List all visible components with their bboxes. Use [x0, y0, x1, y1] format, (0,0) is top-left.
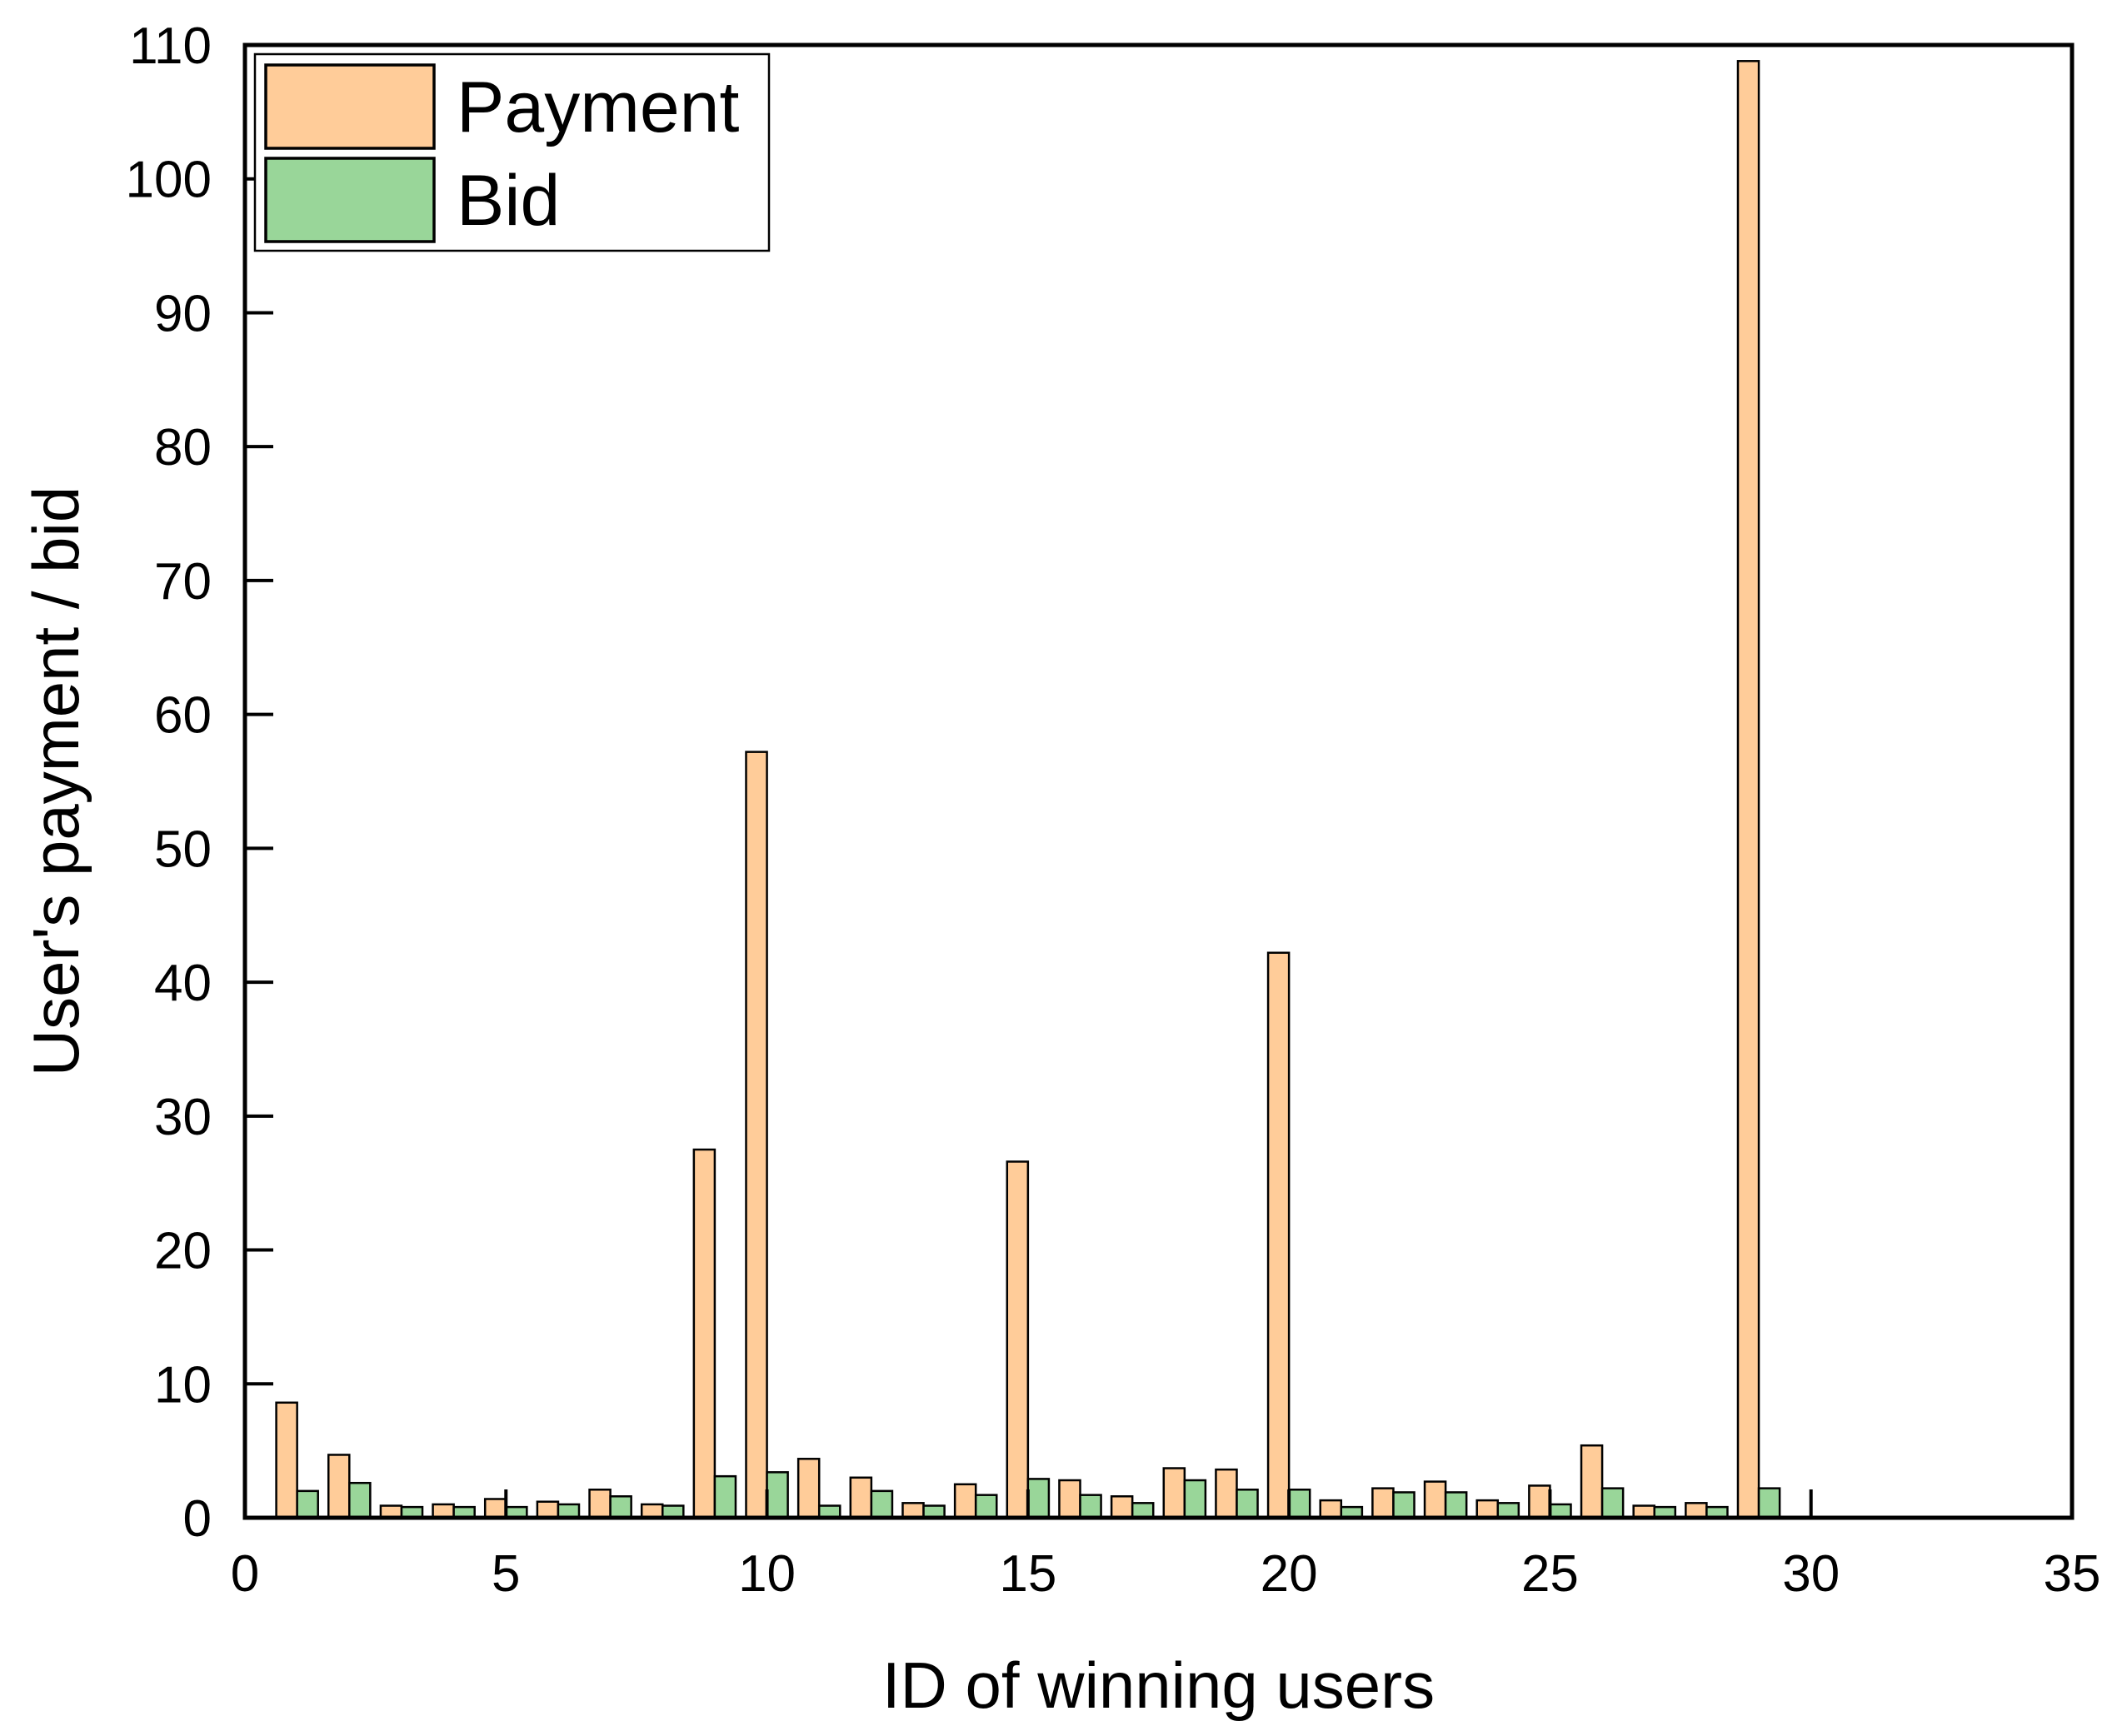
- bar-payment-10: [745, 751, 768, 1519]
- bar-payment-24: [1475, 1499, 1500, 1519]
- bar-payment-14: [953, 1483, 977, 1519]
- bar-bid-10: [766, 1471, 789, 1519]
- y-tick-label-20: 20: [154, 1223, 212, 1280]
- bar-payment-26: [1580, 1444, 1604, 1519]
- bar-payment-6: [536, 1500, 560, 1519]
- legend-label-bid: Bid: [457, 161, 560, 241]
- bar-payment-28: [1685, 1502, 1708, 1519]
- x-tick-label-30: 30: [1782, 1545, 1840, 1603]
- bar-payment-23: [1423, 1480, 1447, 1519]
- bar-payment-22: [1371, 1487, 1395, 1519]
- y-tick-label-70: 70: [154, 553, 212, 611]
- x-tick-label-25: 25: [1521, 1545, 1579, 1603]
- legend-label-payment: Payment: [457, 67, 739, 147]
- x-tick-label-0: 0: [231, 1545, 259, 1603]
- y-axis: 0 10 20 30 40 50 60 70 80 90 100 110: [126, 17, 273, 1548]
- x-tick-label-35: 35: [2044, 1545, 2101, 1603]
- x-tick-label-5: 5: [492, 1545, 520, 1603]
- y-tick-label-40: 40: [154, 955, 212, 1012]
- legend-swatch-bid: [264, 157, 436, 243]
- bar-bid-16: [1079, 1494, 1102, 1519]
- bar-payment-1: [275, 1401, 298, 1519]
- bar-bid-9: [713, 1474, 737, 1519]
- bar-payment-7: [588, 1489, 612, 1519]
- bar-payment-20: [1266, 951, 1291, 1519]
- bar-payment-11: [796, 1458, 821, 1519]
- bar-payment-17: [1110, 1495, 1134, 1519]
- bar-payment-5: [483, 1498, 507, 1519]
- x-axis: 0 5 10 15 20 25 30 35: [231, 1489, 2101, 1603]
- x-tick-label-10: 10: [738, 1545, 796, 1603]
- bar-bid-12: [870, 1489, 894, 1519]
- bar-bid-7: [609, 1495, 632, 1519]
- bar-bid-2: [348, 1481, 372, 1519]
- bar-bid-23: [1444, 1491, 1468, 1519]
- bar-bid-17: [1131, 1502, 1155, 1519]
- bar-payment-29: [1736, 60, 1760, 1519]
- y-tick-label-0: 0: [183, 1490, 212, 1548]
- y-axis-label: User's payment / bid: [19, 486, 92, 1077]
- x-tick-label-20: 20: [1261, 1545, 1318, 1603]
- bar-bid-19: [1236, 1489, 1259, 1519]
- bar-payment-13: [901, 1502, 925, 1519]
- plot-frame: [242, 42, 2075, 1520]
- bar-bid-14: [974, 1494, 998, 1519]
- bar-payment-15: [1006, 1160, 1030, 1519]
- y-tick-label-110: 110: [129, 17, 212, 75]
- bar-bid-15: [1026, 1478, 1051, 1519]
- y-tick-label-90: 90: [154, 285, 212, 342]
- legend: Payment Bid: [253, 52, 771, 252]
- bar-bid-22: [1392, 1491, 1415, 1519]
- x-axis-label: ID of winning users: [882, 1649, 1435, 1722]
- bar-payment-12: [849, 1476, 873, 1519]
- x-tick-label-15: 15: [999, 1545, 1056, 1603]
- y-tick-label-80: 80: [154, 419, 212, 476]
- y-tick-label-10: 10: [154, 1356, 212, 1414]
- bar-payment-21: [1319, 1499, 1343, 1519]
- bar-bid-26: [1600, 1487, 1625, 1519]
- bar-bid-29: [1757, 1487, 1781, 1519]
- y-tick-label-50: 50: [154, 821, 212, 878]
- y-tick-label-100: 100: [126, 152, 212, 209]
- y-tick-label-60: 60: [154, 687, 212, 745]
- bar-payment-19: [1215, 1468, 1238, 1519]
- y-tick-label-30: 30: [154, 1089, 212, 1146]
- bar-payment-18: [1162, 1467, 1186, 1519]
- bar-payment-16: [1058, 1479, 1081, 1519]
- bars-layer: [275, 60, 1781, 1519]
- bar-bid-1: [296, 1489, 319, 1519]
- bar-payment-9: [692, 1148, 716, 1519]
- legend-swatch-payment: [264, 63, 436, 150]
- bar-bid-20: [1287, 1489, 1311, 1519]
- bar-payment-25: [1528, 1484, 1551, 1519]
- bar-payment-2: [327, 1454, 351, 1519]
- bar-bid-18: [1183, 1479, 1207, 1519]
- bar-bid-24: [1496, 1502, 1520, 1519]
